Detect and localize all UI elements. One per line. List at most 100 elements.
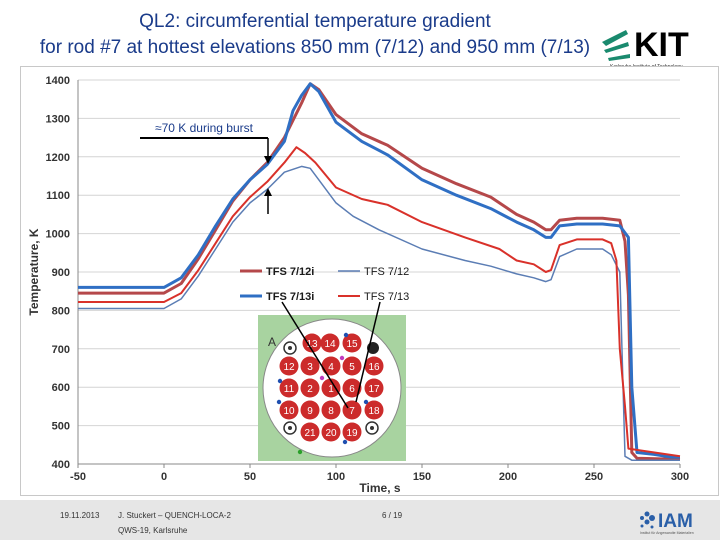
y-tick-label: 1400 [46,75,70,87]
rod-label: 18 [368,406,380,417]
rod-label: 13 [306,339,318,350]
thermocouple-marker [297,449,303,455]
x-tick-label: -50 [70,471,86,483]
rod-21 [300,422,320,442]
iam-logo: IAM Institut für Angewandte Materialien [640,511,694,535]
thermocouple-marker [276,399,282,405]
rod-label: 3 [307,362,313,373]
rod-14 [320,333,340,353]
rod-19 [342,422,362,442]
rod-label: 20 [325,428,337,439]
rod-label: 9 [307,406,313,417]
rod-18 [364,400,384,420]
rod-label: 6 [349,384,355,395]
thermocouple-marker [342,439,348,445]
thermocouple-marker [363,399,369,405]
footer-meeting: QWS-19, Karlsruhe [118,526,188,535]
thermocouple-marker [277,378,283,384]
corner-rod-center [288,346,292,350]
rod-label: 1 [328,384,334,395]
burst-annotation: ≈70 K during burst [155,121,254,135]
rod-17 [364,378,384,398]
footer-bar: 19.11.2013 J. Stuckert – QUENCH-LOCA-2 Q… [0,500,720,540]
rod-label: 5 [349,362,355,373]
rod-8 [321,400,341,420]
legend-label: TFS 7/13 [364,291,409,303]
rod-6 [342,378,362,398]
slide-title-line-1: QL2: circumferential temperature gradien… [139,11,491,32]
legend-label: TFS 7/12 [364,266,409,278]
series-line-3 [78,82,680,459]
y-tick-label: 500 [52,421,70,433]
series-line-2 [78,165,680,461]
rod-label: 2 [307,384,313,395]
arrow-head-up [264,188,272,196]
footer-author: J. Stuckert – QUENCH-LOCA-2 [118,511,231,520]
y-tick-label: 400 [52,459,70,471]
kit-logo-text: KIT [634,26,689,64]
x-tick-label: 0 [161,471,167,483]
thermocouple-marker [343,332,349,338]
x-tick-label: 200 [499,471,517,483]
rod-label: 17 [368,384,380,395]
thermocouple-marker [319,375,325,381]
pointer-line-left [281,301,349,409]
corner-rod-center [370,426,374,430]
x-tick-label: 150 [413,471,431,483]
y-tick-label: 700 [52,344,70,356]
x-tick-label: 100 [327,471,345,483]
y-tick-label: 1000 [46,229,70,241]
y-tick-label: 1300 [46,113,70,125]
y-tick-label: 900 [52,267,70,279]
bundle-label-a: A [268,335,276,349]
rod-label: 4 [328,362,334,373]
rod-label: 12 [283,362,295,373]
arrow-head-down [264,156,272,164]
x-tick-label: 300 [671,471,689,483]
rod-label: 8 [328,406,334,417]
thermocouple-marker [339,355,345,361]
rod-12 [279,356,299,376]
iam-logo-subtitle: Institut für Angewandte Materialien [640,531,694,535]
rod-label: 14 [324,339,336,350]
y-tick-label: 600 [52,382,70,394]
rod-11 [279,378,299,398]
rod-label: 10 [283,406,295,417]
rod-label: 19 [346,428,358,439]
rod-9 [300,400,320,420]
rod-20 [321,422,341,442]
rod-4 [321,356,341,376]
rod-label: 15 [346,339,358,350]
rod-5 [342,356,362,376]
rod-3 [300,356,320,376]
rod-label: 16 [368,362,380,373]
footer-date: 19.11.2013 [60,511,100,520]
rod-label: 21 [304,428,316,439]
pointer-line-right [355,301,381,403]
rod-10 [279,400,299,420]
x-axis-title: Time, s [359,481,400,495]
rod-label: 7 [349,406,355,417]
chart-legend: TFS 7/12i TFS 7/12 TFS 7/13i TFS 7/13 [240,266,409,303]
rod-7 [342,400,362,420]
slide-title-line-2: for rod #7 at hottest elevations 850 mm … [39,37,591,58]
rod-1 [321,378,341,398]
y-tick-label: 1100 [46,190,70,202]
y-tick-label: 1200 [46,152,70,164]
x-tick-label: 50 [244,471,256,483]
corner-rod-center [288,426,292,430]
rod-13 [302,333,322,353]
rod-2 [300,378,320,398]
rod-15 [342,333,362,353]
rod-label: 11 [284,384,295,395]
x-tick-label: 250 [585,471,603,483]
legend-label: TFS 7/13i [266,291,314,303]
footer-page-number: 6 / 19 [382,511,403,520]
iam-logo-text: IAM [658,511,693,532]
y-tick-label: 800 [52,305,70,317]
series-line-4 [78,146,681,458]
y-axis-title: Temperature, K [27,228,41,315]
rod-16 [364,356,384,376]
